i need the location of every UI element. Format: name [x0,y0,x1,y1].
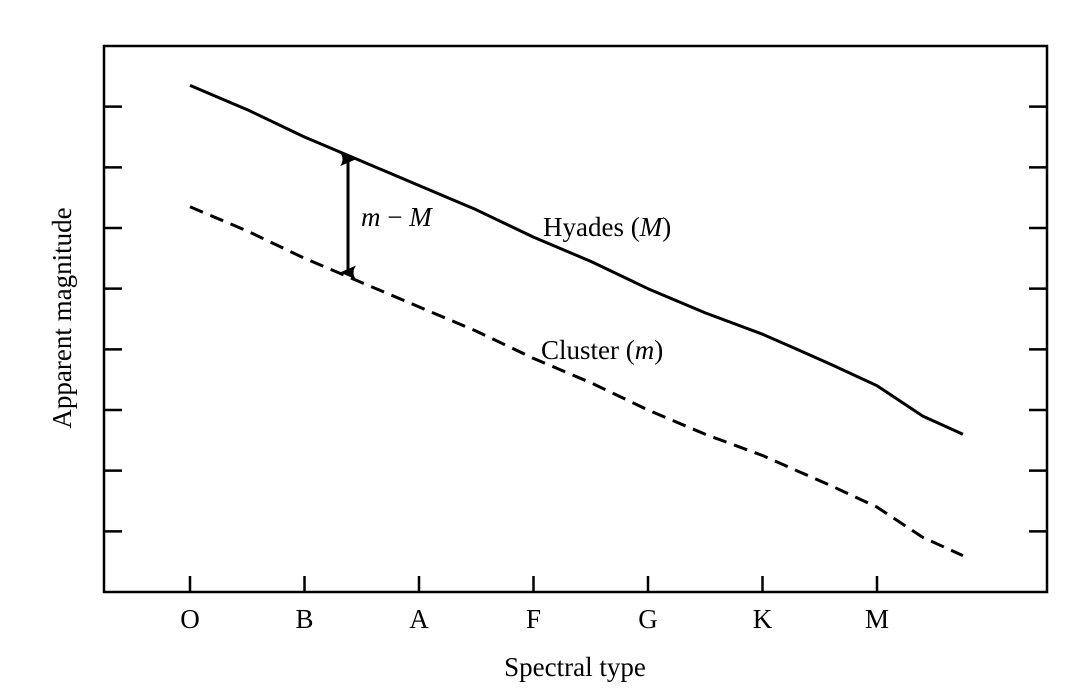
x-tick-label: G [638,604,658,634]
x-tick-label: F [526,604,541,634]
label-m: m [361,202,381,232]
distance-modulus-label: m − M [361,202,433,232]
cluster-label-end: ) [654,335,663,365]
x-tick-label: B [295,604,313,634]
series-label-hyades: Hyades (M) [543,212,671,242]
y-axis-label: Apparent magnitude [47,207,77,428]
hyades-label-main: Hyades ( [543,212,640,242]
y-ticks [104,105,1047,533]
series-lines [189,84,964,557]
x-tick-label: K [753,604,773,634]
cluster-label-main: Cluster ( [541,335,635,365]
x-tick-label: M [865,604,889,634]
x-tick-label: O [180,604,200,634]
hyades-line [189,84,964,436]
cluster-line [189,205,964,557]
hyades-label-end: ) [662,212,671,242]
label-minus: − [381,202,410,232]
distance-modulus-annotation: m − M [340,152,433,280]
series-label-cluster: Cluster (m) [541,335,663,365]
cluster-label-italic: m [635,335,655,365]
x-tick-label: A [409,604,429,634]
hyades-label-italic: M [639,212,664,242]
plot-frame [102,44,1049,594]
label-M: M [408,202,433,232]
x-axis-label: Spectral type [504,652,646,682]
